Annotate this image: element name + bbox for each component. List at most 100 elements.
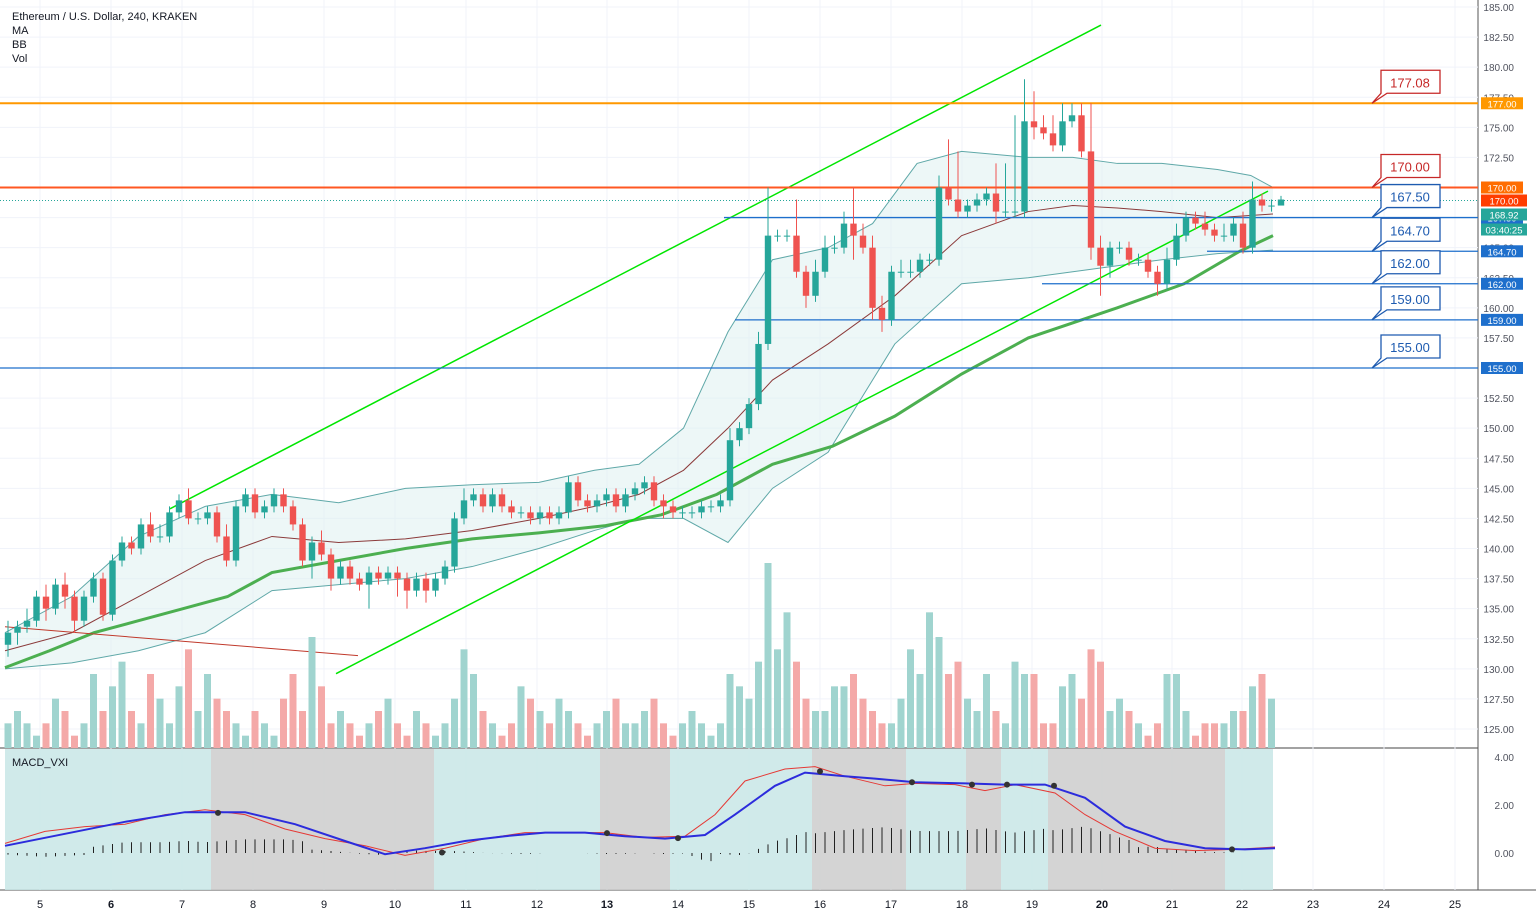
candle-body — [1078, 115, 1085, 152]
volume-bar — [242, 735, 249, 748]
axis-badge-line-0: 177.00 — [1481, 97, 1523, 110]
volume-bar — [1173, 674, 1180, 748]
indicator-bb[interactable]: BB — [12, 39, 27, 51]
price-line-label-5: 159.00 — [1371, 286, 1441, 321]
y-tick-label: 132.50 — [1483, 635, 1514, 646]
candle-body — [33, 596, 40, 621]
candle-body — [432, 578, 439, 591]
candle-body — [498, 494, 506, 507]
indicator-ma[interactable]: MA — [12, 25, 29, 37]
x-tick-label: 20 — [1096, 899, 1108, 911]
candle-body — [1211, 229, 1218, 236]
volume-bar — [679, 723, 686, 748]
volume-bar — [470, 674, 477, 748]
candle-body — [213, 512, 221, 537]
svg-text:177.00: 177.00 — [1487, 99, 1516, 110]
svg-text:159.00: 159.00 — [1390, 292, 1430, 307]
volume-bar — [1182, 711, 1190, 748]
candle-body — [992, 193, 1000, 212]
svg-text:167.50: 167.50 — [1390, 190, 1430, 205]
svg-text:168.92: 168.92 — [1489, 210, 1518, 221]
candle-body — [346, 566, 354, 579]
volume-bar — [403, 735, 411, 748]
y-tick-label: 145.00 — [1483, 484, 1514, 495]
candle-body — [1116, 247, 1123, 249]
x-tick-label: 17 — [885, 899, 897, 911]
volume-bar — [147, 674, 154, 748]
candle-body — [4, 632, 12, 645]
volume-bar — [1106, 711, 1114, 748]
candle-body — [679, 512, 686, 514]
y-tick-label: 180.00 — [1483, 63, 1514, 74]
indicator-vol[interactable]: Vol — [12, 53, 28, 65]
y-tick-label: 172.50 — [1483, 153, 1514, 164]
x-tick-label: 23 — [1307, 899, 1319, 911]
volume-bar — [489, 723, 496, 748]
candle-body — [403, 578, 411, 591]
axis-badge-line-3: 164.70 — [1481, 245, 1523, 258]
candle-body — [983, 193, 990, 200]
candle-body — [1125, 247, 1133, 260]
candle-body — [14, 626, 21, 633]
candle-body — [1097, 247, 1104, 266]
volume-bar — [565, 711, 572, 748]
candle-body — [1258, 199, 1266, 206]
volume-bar — [669, 735, 677, 748]
candle-body — [365, 572, 373, 585]
volume-bar — [1230, 711, 1237, 748]
candle-body — [1268, 205, 1275, 207]
volume-bar — [384, 698, 392, 748]
macd-cross-point — [604, 830, 610, 837]
volume-bar — [926, 612, 933, 748]
candle-body — [831, 247, 838, 249]
macd-shade-region — [812, 749, 906, 890]
volume-bar — [1002, 723, 1009, 748]
chart-legend: Ethereum / U.S. Dollar, 240, KRAKEN MA B… — [12, 10, 197, 66]
volume-bar — [128, 711, 135, 748]
candle-body — [299, 524, 306, 561]
candle-body — [897, 271, 905, 273]
candle-body — [394, 572, 401, 579]
axis-badge-line-1: 170.00 — [1481, 181, 1523, 195]
volume-bar — [71, 735, 78, 748]
volume-bar — [232, 723, 240, 748]
candle-body — [517, 512, 525, 514]
x-tick-label: 10 — [389, 899, 401, 911]
candle-body — [907, 271, 914, 273]
volume-bar — [441, 723, 449, 748]
volume-bar — [1011, 661, 1019, 748]
candle-body — [1059, 121, 1066, 146]
volume-bar — [204, 674, 211, 748]
candle-body — [23, 620, 31, 627]
volume-bar — [726, 674, 734, 748]
volume-bar — [783, 612, 791, 748]
volume-bar — [688, 711, 696, 748]
candle-body — [1249, 199, 1256, 248]
y-tick-label: 150.00 — [1483, 424, 1514, 435]
x-tick-label: 25 — [1449, 899, 1461, 911]
axis-badge-0: 170.00 — [1481, 194, 1527, 207]
volume-bar — [536, 711, 544, 748]
candle-body — [80, 596, 88, 621]
volume-bar — [1268, 698, 1275, 748]
candle-body — [1068, 115, 1076, 122]
x-tick-label: 24 — [1378, 899, 1390, 911]
volume-bar — [992, 711, 1000, 748]
candle-body — [802, 271, 810, 296]
volume-bar — [52, 698, 59, 748]
candle-body — [109, 560, 116, 615]
volume-bar — [831, 686, 838, 748]
y-tick-label: 127.50 — [1483, 695, 1514, 706]
candle-body — [954, 199, 962, 212]
volume-bar — [261, 723, 268, 748]
candle-body — [441, 566, 449, 579]
y-tick-label: 135.00 — [1483, 605, 1514, 616]
volume-bar — [527, 698, 534, 748]
volume-bar — [61, 711, 69, 748]
volume-bar — [194, 711, 202, 748]
candle-body — [1002, 211, 1009, 213]
candle-body — [479, 494, 487, 507]
price-line-label-4: 162.00 — [1371, 250, 1441, 285]
